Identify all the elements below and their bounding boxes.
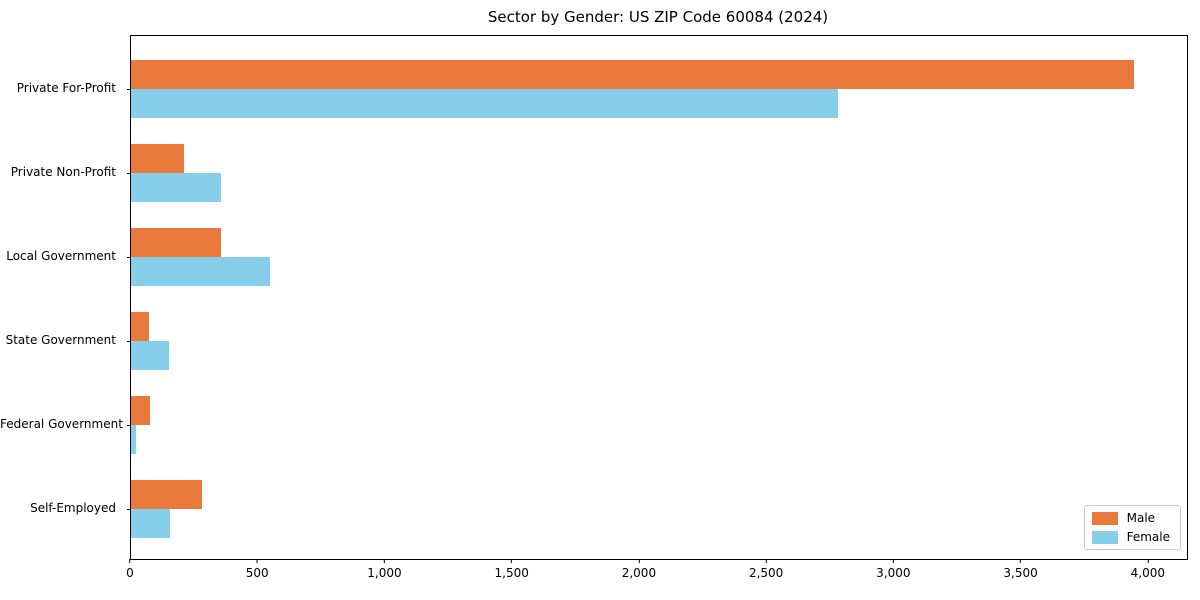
x-tick-label: 3,000 <box>876 566 911 580</box>
bar-female-4 <box>131 425 137 454</box>
bar-female-0 <box>131 89 839 118</box>
category-label-0: Private For-Profit <box>16 81 116 95</box>
legend-swatch-female <box>1091 530 1118 544</box>
y-tick-mark <box>127 89 131 90</box>
x-tick-mark <box>765 559 767 563</box>
legend-swatch-male <box>1091 511 1118 525</box>
legend-label-male: Male <box>1126 511 1156 525</box>
y-tick-mark <box>127 341 131 342</box>
category-label-4: Federal Government <box>0 417 123 431</box>
bar-male-3 <box>131 312 149 341</box>
bar-male-1 <box>131 144 185 173</box>
category-label-5: Self-Employed <box>30 501 116 515</box>
legend-item-male: Male <box>1091 511 1170 525</box>
x-tick-label: 1,500 <box>494 566 529 580</box>
x-tick-mark <box>1147 559 1149 563</box>
bar-female-2 <box>131 257 270 286</box>
bar-female-5 <box>131 509 171 538</box>
x-tick-1,000: 1,000 <box>367 559 402 580</box>
legend-item-female: Female <box>1091 530 1170 544</box>
x-tick-mark <box>638 559 640 563</box>
y-axis-labels: Private For-Profit Private Non-Profit Loca… <box>0 35 123 558</box>
x-tick-label: 500 <box>245 566 269 580</box>
x-tick-mark <box>892 559 894 563</box>
x-tick-label: 0 <box>126 566 134 580</box>
bar-female-1 <box>131 173 222 202</box>
y-tick-mark <box>127 257 131 258</box>
y-tick-mark <box>127 509 131 510</box>
legend: Male Female <box>1083 505 1181 550</box>
bar-male-0 <box>131 60 1134 89</box>
category-label-2: Local Government <box>6 249 116 263</box>
bar-male-5 <box>131 480 203 509</box>
y-tick-mark <box>127 173 131 174</box>
bar-male-2 <box>131 228 222 257</box>
x-tick-label: 1,000 <box>367 566 402 580</box>
x-tick-mark <box>129 559 131 563</box>
x-tick-500: 500 <box>246 559 269 580</box>
x-tick-mark <box>511 559 513 563</box>
chart-title: Sector by Gender: US ZIP Code 60084 (202… <box>487 8 829 26</box>
x-tick-mark <box>1020 559 1022 563</box>
category-label-1: Private Non-Profit <box>10 165 116 179</box>
plot-area: Male Female <box>127 35 1188 560</box>
x-tick-mark <box>256 559 258 563</box>
y-tick-mark <box>127 425 131 426</box>
legend-label-female: Female <box>1126 530 1170 544</box>
x-tick-label: 3,500 <box>1003 566 1038 580</box>
bar-female-3 <box>131 341 170 370</box>
x-tick-label: 4,000 <box>1130 566 1166 580</box>
x-tick-1,500: 1,500 <box>494 559 529 580</box>
x-tick-mark <box>383 559 385 563</box>
x-tick-label: 2,500 <box>748 566 784 580</box>
x-tick-3,500: 3,500 <box>1003 559 1038 580</box>
x-tick-4,000: 4,000 <box>1131 559 1165 580</box>
x-tick-2,000: 2,000 <box>622 559 656 580</box>
category-label-3: State Government <box>5 333 116 347</box>
x-tick-label: 2,000 <box>621 566 657 580</box>
bar-male-4 <box>131 396 151 425</box>
x-tick-2,500: 2,500 <box>749 559 783 580</box>
x-tick-3,000: 3,000 <box>876 559 911 580</box>
x-tick-0: 0 <box>126 559 134 580</box>
x-axis-ticks: 0 500 1,000 1,500 2,000 2,500 3,000 3,500 4,000 <box>126 559 1186 589</box>
